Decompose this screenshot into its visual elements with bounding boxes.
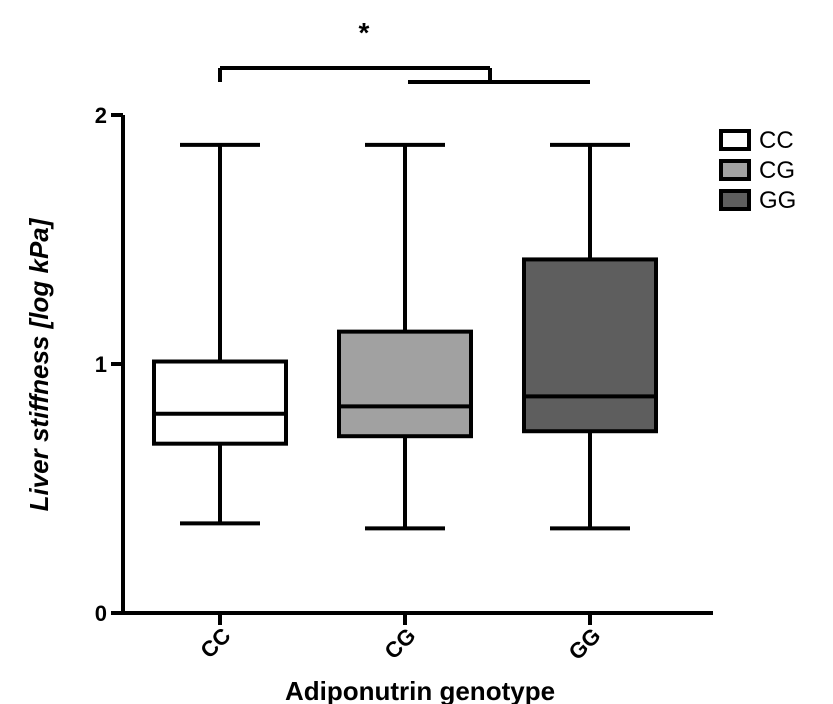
box-CG [337, 142, 473, 531]
plot-area: 0 1 2 CC CG GG * [95, 17, 713, 665]
box-GG [522, 142, 658, 531]
x-tick-label-CC: CC [195, 623, 235, 663]
significance-bracket: * [218, 17, 590, 84]
legend-label-CC: CC [759, 127, 794, 154]
box-CC [152, 142, 288, 526]
legend-label-GG: GG [759, 187, 796, 214]
legend: CC CG GG [719, 127, 796, 214]
significance-label: * [359, 17, 370, 48]
x-tick-label-CG: CG [380, 623, 421, 664]
iqr-box-CC [152, 359, 288, 446]
iqr-box-GG [522, 257, 658, 434]
y-axis-title: Liver stiffness [log kPa] [24, 217, 54, 511]
x-axis-title: Adiponutrin genotype [285, 676, 555, 704]
legend-swatch-GG [719, 189, 751, 211]
x-tick-label-GG: GG [564, 623, 606, 665]
legend-label-CG: CG [759, 157, 795, 184]
legend-swatch-CG [719, 159, 751, 181]
y-tick-label-1: 1 [95, 352, 107, 377]
iqr-box-CG [337, 329, 473, 439]
legend-item-GG: GG [719, 187, 796, 214]
y-tick-label-2: 2 [95, 103, 107, 128]
legend-swatch-CC [719, 129, 751, 151]
legend-item-CC: CC [719, 127, 794, 154]
legend-item-CG: CG [719, 157, 795, 184]
y-tick-label-0: 0 [95, 601, 107, 626]
